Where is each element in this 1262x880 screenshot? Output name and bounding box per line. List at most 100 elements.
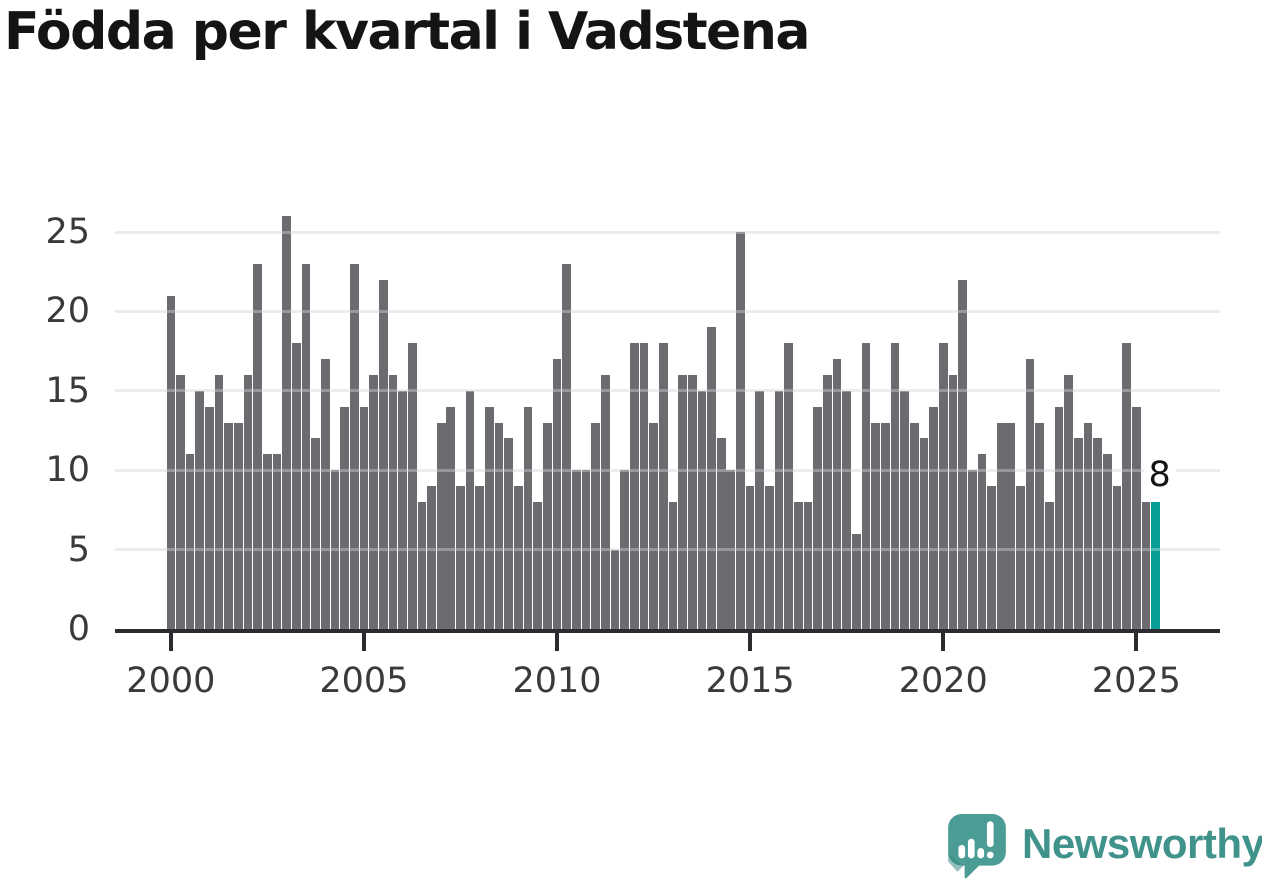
bar-2020-q1 (938, 343, 948, 629)
bar-2021-q2 (987, 486, 996, 629)
chart-title: Födda per kvartal i Vadstena (4, 2, 810, 62)
bar-2013-q2 (678, 374, 687, 629)
bar-2019-q2 (909, 422, 919, 629)
bar-2022-q2 (1025, 359, 1035, 629)
bar-2013-q1 (668, 501, 678, 629)
bar-highlight-2025-q3 (1151, 501, 1160, 629)
gridline-overlay-y5 (115, 548, 1220, 552)
bar-2005-q2 (369, 374, 378, 629)
bar-2017-q1 (823, 374, 832, 629)
gridline-overlay-y15 (115, 389, 1220, 393)
bar-2019-q3 (919, 438, 929, 629)
bar-2021-q3 (996, 422, 1006, 629)
bar-2018-q3 (880, 422, 890, 629)
bar-2007-q2 (446, 406, 456, 629)
bar-2008-q1 (475, 486, 485, 629)
bar-2000-q4 (195, 390, 205, 629)
bar-2013-q4 (697, 390, 707, 629)
x-axis-tick-2020 (941, 633, 946, 651)
bar-2021-q4 (1006, 422, 1016, 629)
bar-2008-q2 (485, 406, 494, 629)
bar-2008-q3 (494, 422, 504, 629)
y-axis-tick-label: 10 (45, 450, 90, 491)
bar-2019-q1 (900, 390, 909, 629)
bar-2014-q1 (707, 327, 716, 629)
gridline-overlay-y25 (115, 230, 1220, 234)
bar-2005-q4 (388, 374, 398, 629)
bar-2016-q3 (803, 501, 813, 629)
bar-2022-q1 (1016, 486, 1025, 629)
bar-2009-q3 (533, 501, 543, 629)
bar-2020-q2 (948, 374, 958, 629)
bar-2002-q3 (263, 454, 272, 629)
newsworthy-logo-text: Newsworthy (1022, 820, 1262, 867)
bar-2000-q2 (176, 374, 185, 629)
bar-2016-q1 (784, 343, 794, 629)
bar-2011-q4 (620, 470, 629, 629)
y-axis-tick-label: 15 (45, 370, 90, 411)
bar-2007-q3 (456, 486, 465, 629)
bar-2024-q2 (1103, 454, 1112, 629)
bar-2014-q3 (726, 470, 736, 629)
bar-2012-q3 (649, 422, 658, 629)
bar-2024-q1 (1093, 438, 1103, 629)
bar-2021-q1 (977, 454, 987, 629)
bar-2010-q1 (552, 359, 562, 629)
x-axis-tick-label-2005: 2005 (319, 661, 409, 701)
bar-2009-q4 (543, 422, 552, 629)
bar-2015-q3 (765, 486, 774, 629)
bar-2018-q2 (871, 422, 880, 629)
bar-2014-q4 (736, 232, 745, 629)
bar-2003-q1 (282, 216, 292, 629)
bar-2006-q2 (407, 343, 417, 629)
bar-2018-q1 (861, 343, 871, 629)
bar-2025-q2 (1141, 501, 1151, 629)
x-axis-tick-label-2000: 2000 (126, 661, 216, 701)
bar-2011-q2 (600, 374, 610, 629)
bar-2012-q1 (629, 343, 639, 629)
bar-2002-q1 (243, 374, 253, 629)
x-axis-tick-2010 (555, 633, 560, 651)
bar-2003-q3 (301, 263, 311, 629)
x-axis-tick-2005 (361, 633, 366, 651)
bar-2025-q1 (1132, 406, 1141, 629)
x-axis-tick-label-2020: 2020 (898, 661, 988, 701)
bar-2011-q1 (591, 422, 600, 629)
bar-2000-q1 (166, 295, 176, 629)
x-axis-tick-2000 (168, 633, 173, 651)
bar-2016-q4 (813, 406, 823, 629)
bar-2001-q1 (205, 406, 214, 629)
bar-2004-q2 (330, 470, 340, 629)
bar-2023-q4 (1083, 422, 1093, 629)
bar-2012-q4 (658, 343, 668, 629)
x-axis-tick-label-2015: 2015 (705, 661, 795, 701)
gridline-overlay-y10 (115, 468, 1220, 472)
bar-2015-q4 (774, 390, 784, 629)
bar-2007-q4 (465, 390, 475, 629)
gridline-y25 (115, 230, 1220, 234)
bar-2022-q4 (1045, 501, 1054, 629)
y-axis-tick-label: 0 (67, 609, 90, 649)
bar-2015-q1 (745, 486, 755, 629)
bar-2009-q2 (523, 406, 533, 629)
bar-2008-q4 (504, 438, 514, 629)
bar-2005-q3 (378, 279, 388, 629)
bar-2012-q2 (639, 343, 649, 629)
x-axis-tick-2015 (748, 633, 753, 651)
bar-2004-q1 (320, 359, 330, 629)
bar-2017-q4 (852, 533, 861, 629)
bar-2007-q1 (436, 422, 446, 629)
bar-2023-q1 (1054, 406, 1064, 629)
gridline-overlay-y20 (115, 309, 1220, 313)
bar-2020-q4 (967, 470, 977, 629)
bar-2024-q3 (1112, 486, 1122, 629)
bar-2011-q3 (610, 549, 620, 629)
bar-2000-q3 (185, 454, 195, 629)
bar-2003-q4 (311, 438, 320, 629)
x-axis-tick-label-2010: 2010 (512, 661, 602, 701)
bar-2016-q2 (794, 501, 803, 629)
bar-2013-q3 (687, 374, 697, 629)
bar-2015-q2 (755, 390, 765, 629)
bar-2024-q4 (1122, 343, 1132, 629)
